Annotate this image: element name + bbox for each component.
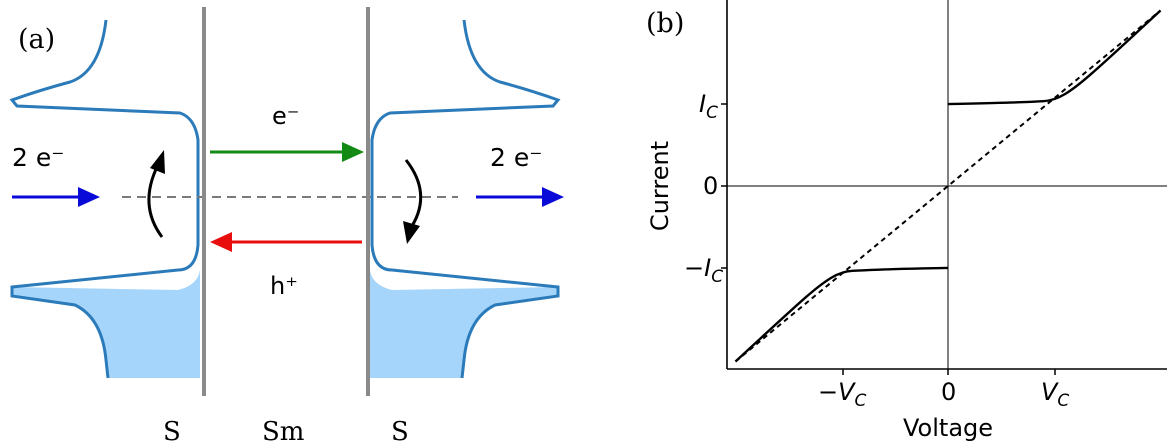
region-label-sm: Sm xyxy=(262,417,304,447)
iv-curve-line xyxy=(734,9,1162,363)
x-axis-title: Voltage xyxy=(903,414,993,442)
y-axis-title: Current xyxy=(646,141,674,231)
y-tick-label-neg-ic: −IC xyxy=(684,254,723,287)
left-pair-arrowhead xyxy=(78,187,100,207)
left-filled-states xyxy=(12,270,200,378)
right-filled-states xyxy=(370,270,558,378)
right-dos-curve xyxy=(370,19,561,379)
x-tick-label-neg-vc: −VC xyxy=(818,378,867,411)
ohmic-reference-line xyxy=(734,9,1162,363)
series-layer xyxy=(734,9,1162,363)
right-pair-arrowhead xyxy=(542,187,564,207)
panel-a: (a) 2 e⁻ 2 e⁻ e⁻ h⁺ S Sm xyxy=(9,7,564,447)
left-reflection-arrow-icon xyxy=(147,164,164,238)
right-reflection-arrow-icon xyxy=(404,159,423,227)
region-label-s-left: S xyxy=(163,417,181,447)
right-pair-label: 2 e⁻ xyxy=(490,143,542,172)
panel-a-label: (a) xyxy=(18,24,55,55)
left-dos-curve xyxy=(9,19,200,379)
y-tick-label-zero: 0 xyxy=(703,172,718,200)
hole-label: h⁺ xyxy=(270,272,298,300)
right-reflection-arrowhead xyxy=(403,221,420,244)
electron-label: e⁻ xyxy=(272,102,299,130)
hole-arrowhead xyxy=(210,232,232,252)
left-reflection-arrowhead xyxy=(150,150,165,174)
region-label-s-right: S xyxy=(391,417,409,447)
left-pair-label: 2 e⁻ xyxy=(12,143,64,172)
x-tick-label-vc: VC xyxy=(1041,378,1069,411)
electron-arrowhead xyxy=(342,142,364,162)
x-tick-label-zero: 0 xyxy=(941,378,956,406)
panel-b-label: (b) xyxy=(646,8,684,39)
y-tick-label-ic: IC xyxy=(699,90,718,123)
panel-b: (b) −VC 0 VC IC 0 −IC Voltage Current xyxy=(646,0,1167,442)
